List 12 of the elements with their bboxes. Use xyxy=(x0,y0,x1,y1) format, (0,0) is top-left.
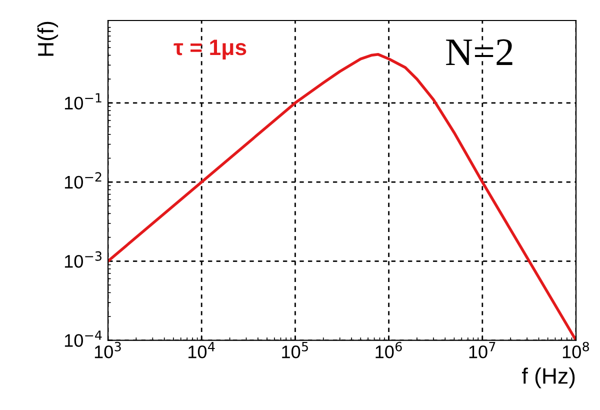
x-tick-label: 10$^{8}$ xyxy=(562,342,589,358)
x-axis-title: f (Hz) xyxy=(522,368,575,388)
annotation: N=2 xyxy=(446,39,512,66)
y-tick-label: 10$^{−1}$ xyxy=(64,93,102,110)
y-tick-label: 10$^{−3}$ xyxy=(64,251,102,268)
annotation: τ = 1μs xyxy=(174,40,246,60)
x-tick-label: 10$^{5}$ xyxy=(282,342,308,358)
y-axis-title: H(f) xyxy=(37,22,58,56)
x-tick-label: 10$^{4}$ xyxy=(188,342,215,358)
x-tick-label: 10$^{6}$ xyxy=(376,342,402,358)
y-tick-label: 10$^{−2}$ xyxy=(64,172,102,189)
x-tick-label: 10$^{7}$ xyxy=(469,342,496,358)
